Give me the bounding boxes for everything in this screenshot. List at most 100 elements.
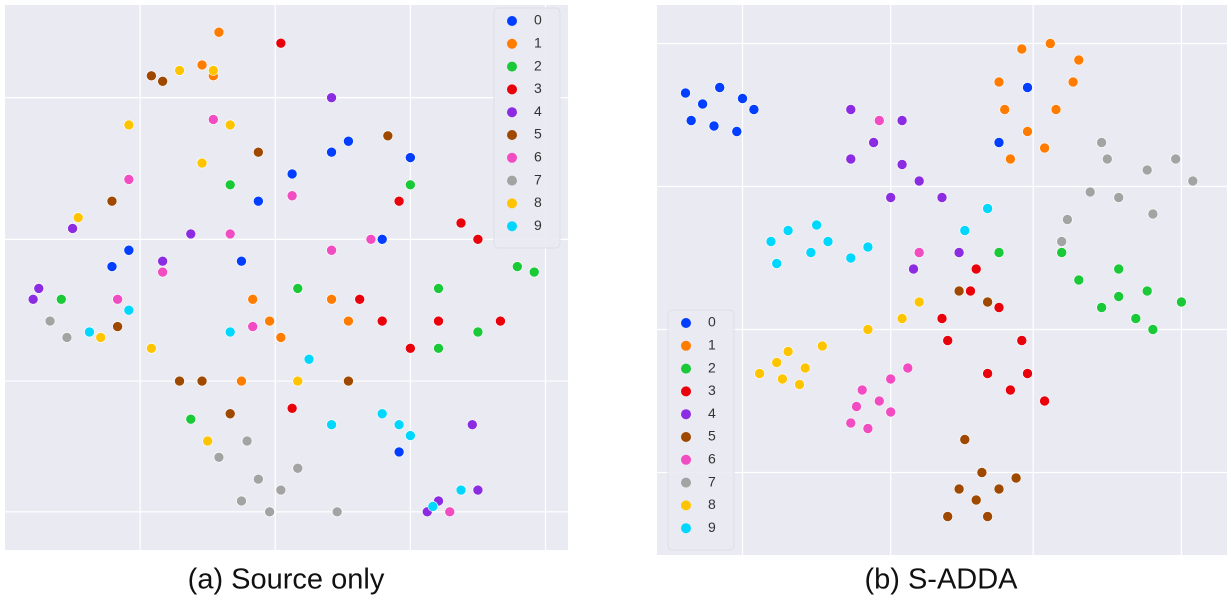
scatter-point [393,446,405,458]
scatter-point [196,375,208,387]
scatter-point [936,192,948,203]
scatter-point [393,419,405,430]
scatter-point [845,252,857,264]
scatter-point [1073,54,1085,66]
legend-label: 2 [534,57,542,73]
scatter-point [275,332,287,343]
scatter-point [1005,153,1016,165]
scatter-point [737,93,748,104]
scatter-point [224,179,236,191]
scatter-point [224,119,236,131]
scatter-point [185,228,197,240]
legend-marker [507,16,517,26]
scatter-point [942,511,954,522]
scatter-point [264,315,275,327]
scatter-point [433,315,444,327]
legend-marker [507,152,517,163]
legend-box [493,7,561,249]
scatter-point [196,157,208,169]
scatter-point [993,137,1005,148]
scatter-point [44,315,56,327]
scatter-point [326,293,337,305]
scatter-point [331,506,343,518]
scatter-point [326,419,337,430]
scatter-point [427,501,439,512]
scatter-point [942,335,954,346]
scatter-point [811,219,822,231]
scatter-point [913,296,925,308]
scatter-point [67,223,78,234]
legend-label: 4 [708,405,716,421]
scatter-point [123,119,135,131]
scatter-point [862,423,874,434]
scatter-point [782,225,794,236]
scatter-point [405,430,416,441]
scatter-point [885,192,897,203]
scatter-panel: 0 1 2 3 4 5 6 7 8 9 [657,5,1227,555]
scatter-point [896,115,908,126]
legend-label: 8 [708,496,716,512]
scatter-point [123,174,135,185]
scatter-point [174,65,185,76]
plot-background [657,5,1227,555]
scatter-point [343,375,354,387]
scatter-point [822,236,834,247]
scatter-point [393,195,405,207]
scatter-point [845,417,857,429]
scatter-point [805,247,817,258]
scatter-point [326,146,337,158]
scatter-point [953,247,965,258]
scatter-point [303,353,315,365]
scatter-point [1187,175,1199,187]
legend-label: 2 [708,359,716,375]
scatter-point [224,228,236,240]
scatter-point [376,315,388,327]
scatter-point [405,152,416,163]
legend-marker [681,523,691,534]
scatter-point [224,326,236,338]
legend-marker [681,500,691,511]
scatter-point [1039,142,1050,154]
scatter-point [326,92,337,103]
legend-marker [507,84,517,95]
scatter-point [1113,192,1124,203]
legend-label: 6 [534,149,542,165]
scatter-point [868,137,879,148]
scatter-point [236,255,247,267]
legend-label: 9 [534,217,542,233]
scatter-point [1050,104,1062,115]
scatter-point [993,483,1005,495]
scatter-point [1022,82,1033,93]
scatter-point [765,236,777,247]
scatter-point [376,408,388,420]
scatter-point [885,406,897,418]
scatter-point [208,114,219,125]
scatter-point [61,332,73,343]
scatter-point [405,343,416,354]
scatter-point [253,473,264,485]
scatter-point [196,59,208,71]
scatter-point [777,373,788,385]
scatter-point [343,135,354,147]
scatter-point [896,313,908,324]
scatter-point [1062,214,1073,225]
scatter-point [1016,335,1028,346]
scatter-point [902,362,914,374]
scatter-point [1039,395,1050,407]
scatter-point [953,285,965,297]
scatter-point [993,302,1005,313]
legend: 0 1 2 3 4 5 6 7 8 9 [667,309,735,551]
scatter-point [754,368,765,379]
scatter-point [1022,368,1033,379]
scatter-point [982,203,993,214]
scatter-point [873,395,885,407]
legend-marker [681,477,691,488]
legend-marker [507,175,517,186]
scatter-point [913,247,925,258]
scatter-point [455,484,467,496]
scatter-point [982,511,993,522]
scatter-point [748,104,760,115]
scatter-point [913,175,925,187]
scatter-point [936,313,948,324]
scatter-point [1096,302,1107,313]
